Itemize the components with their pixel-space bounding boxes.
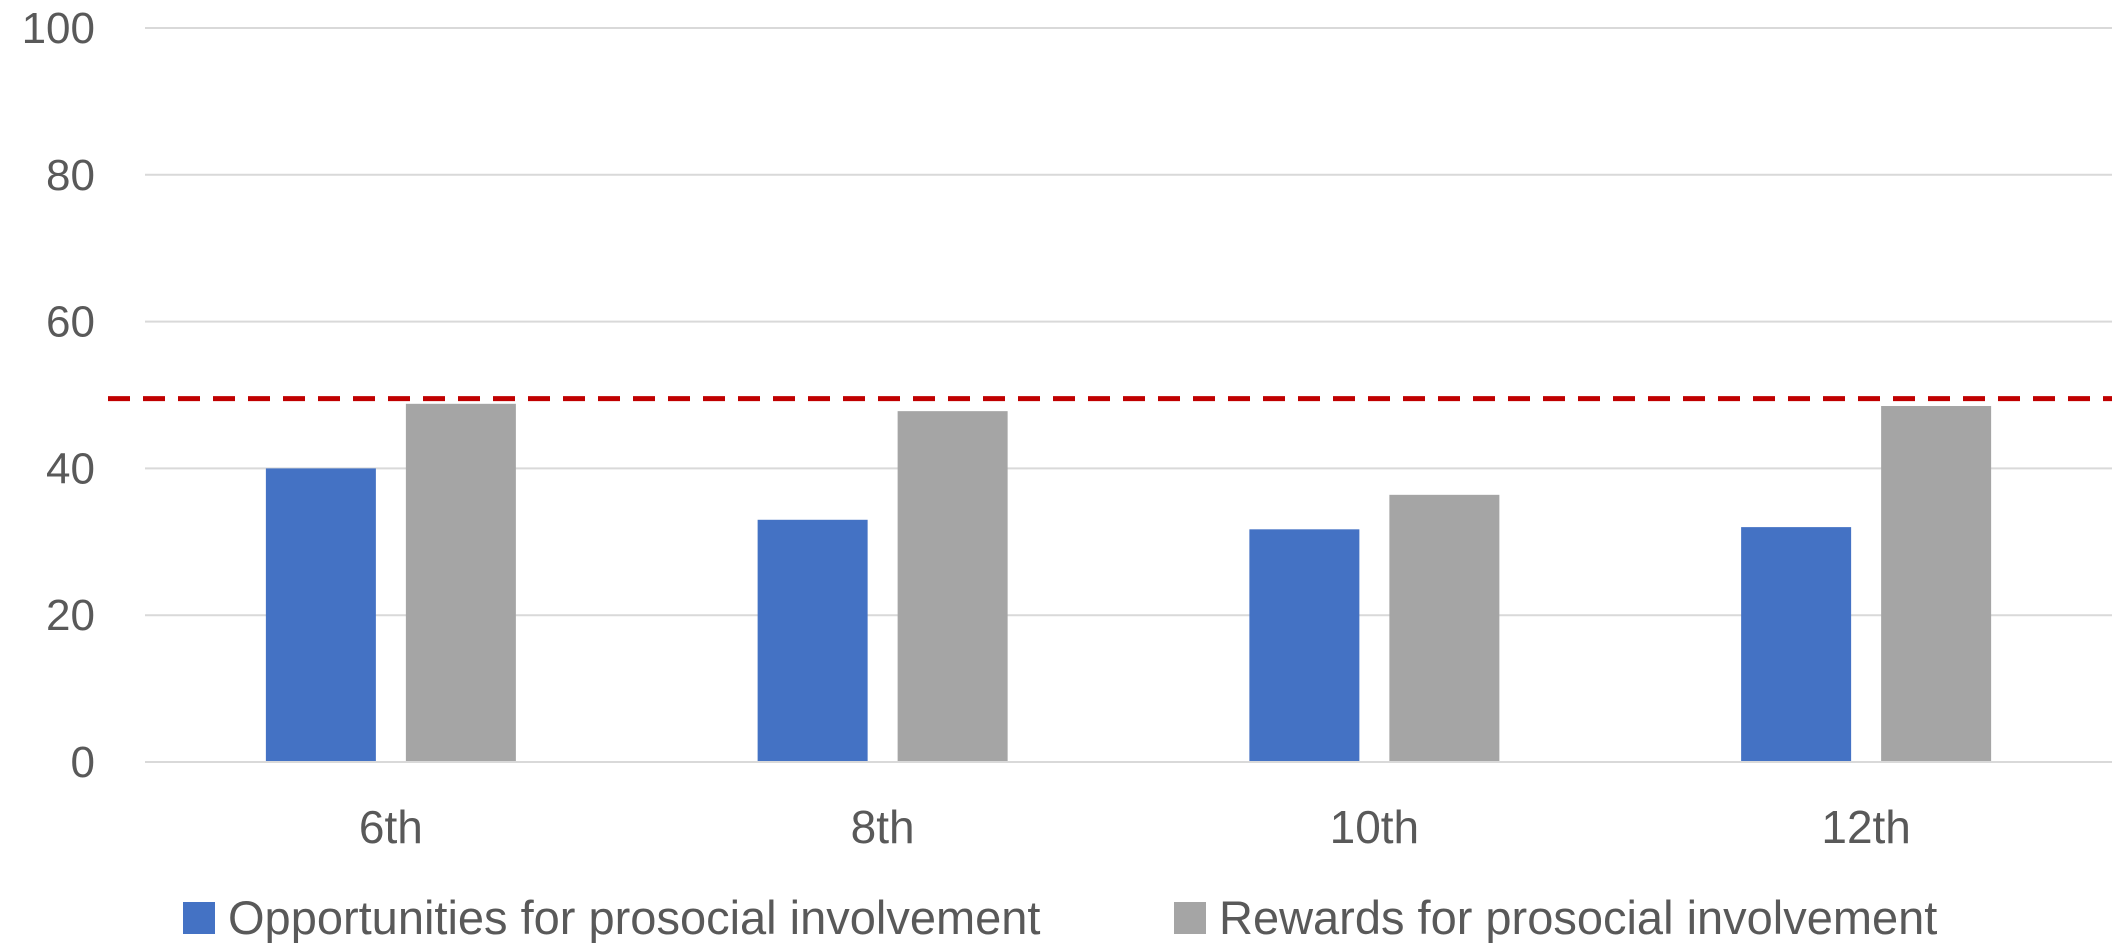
y-tick-label: 0 bbox=[71, 738, 95, 787]
bar bbox=[1389, 494, 1500, 762]
bar bbox=[265, 468, 376, 762]
y-tick-label: 100 bbox=[22, 4, 95, 53]
bar bbox=[1881, 406, 1992, 762]
y-tick-label: 40 bbox=[46, 444, 95, 493]
x-tick-label: 12th bbox=[1821, 801, 1911, 853]
legend-swatch bbox=[1174, 902, 1206, 934]
x-tick-label: 8th bbox=[851, 801, 915, 853]
x-tick-label: 10th bbox=[1330, 801, 1420, 853]
x-axis: 6th 8th 10th 12th bbox=[359, 801, 1911, 853]
y-tick-label: 20 bbox=[46, 591, 95, 640]
legend-label: Opportunities for prosocial involvement bbox=[228, 891, 1040, 943]
y-tick-label: 60 bbox=[46, 298, 95, 347]
legend-swatch bbox=[183, 902, 215, 934]
y-tick-label: 80 bbox=[46, 151, 95, 200]
bar bbox=[897, 411, 1008, 762]
legend-label: Rewards for prosocial involvement bbox=[1219, 891, 1937, 943]
x-tick-label: 6th bbox=[359, 801, 423, 853]
bar bbox=[757, 519, 868, 762]
bar bbox=[405, 403, 516, 762]
legend: Opportunities for prosocial involvement R… bbox=[183, 891, 1937, 943]
bars bbox=[265, 403, 1992, 762]
bar bbox=[1249, 529, 1360, 762]
y-axis: 0 20 40 60 80 100 bbox=[22, 4, 95, 787]
bar bbox=[1741, 527, 1852, 762]
